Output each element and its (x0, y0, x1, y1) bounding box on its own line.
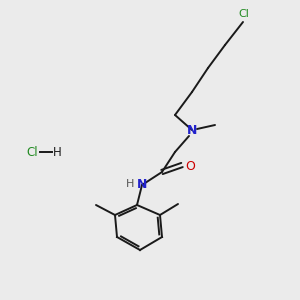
Text: N: N (187, 124, 197, 136)
Text: Cl: Cl (238, 9, 249, 19)
Text: O: O (185, 160, 195, 172)
Text: N: N (137, 178, 147, 191)
Text: Cl: Cl (26, 146, 38, 158)
Text: H: H (126, 179, 134, 189)
Text: H: H (52, 146, 62, 158)
